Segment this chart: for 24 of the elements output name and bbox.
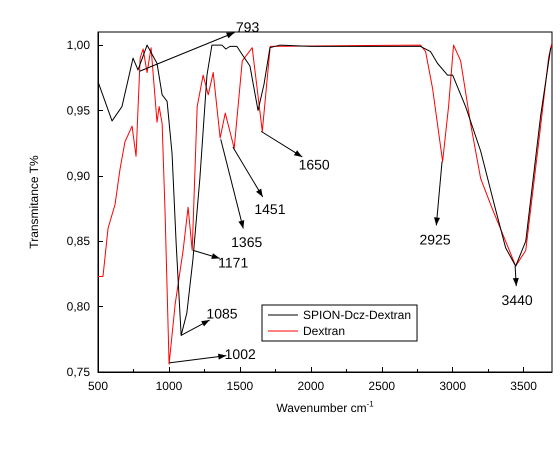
legend-label: Dextran [303,324,346,338]
annotation: 1365 [231,234,262,250]
y-axis-title: Transmitance T% [27,154,41,249]
y-tick-label: 0,75 [66,365,90,379]
y-tick-label: 0,95 [66,103,90,118]
annotation: 1451 [254,201,286,218]
y-tick-label: 0,80 [66,300,90,314]
x-tick-label: 500 [88,379,108,393]
y-tick-label: 0,90 [66,168,90,183]
x-tick-label: 2500 [368,379,396,393]
legend-label: SPION-Dcz-Dextran [303,308,412,322]
x-tick-label: 3500 [510,379,538,393]
y-tick-label: 0,85 [66,234,90,248]
annotation: 1085 [206,305,238,322]
annotation: 1650 [298,156,330,172]
annotation: 1002 [224,346,256,362]
x-tick-label: 2000 [297,379,324,393]
annotation: 2925 [419,231,451,248]
annotation: 1171 [218,254,248,270]
annotation: 3440 [502,292,533,308]
x-tick-label: 1000 [156,379,183,393]
y-tick-label: 1,00 [66,38,90,52]
x-tick-label: 3000 [439,379,466,393]
x-tick-label: 1500 [226,379,254,393]
